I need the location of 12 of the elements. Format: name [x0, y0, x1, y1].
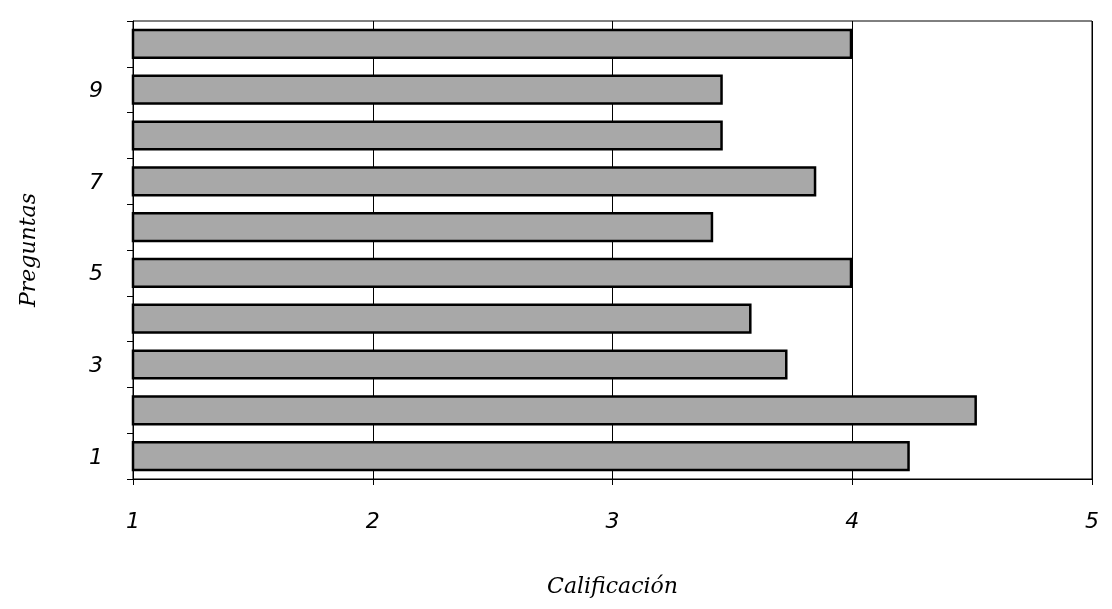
y-axis-title: Preguntas [14, 192, 40, 309]
x-tick-label: 2 [365, 507, 380, 533]
y-tick-label: 7 [89, 168, 103, 194]
x-tick-label: 3 [605, 507, 620, 533]
y-tick-label: 5 [89, 260, 103, 286]
x-tick-label: 1 [126, 507, 140, 533]
y-tick-label: 9 [89, 77, 103, 103]
y-tick-label: 1 [89, 443, 103, 469]
x-tick-label: 4 [845, 507, 860, 533]
x-tick-label: 5 [1085, 507, 1099, 533]
y-tick-label: 3 [89, 352, 103, 377]
x-axis-title: Calificación [547, 572, 678, 598]
